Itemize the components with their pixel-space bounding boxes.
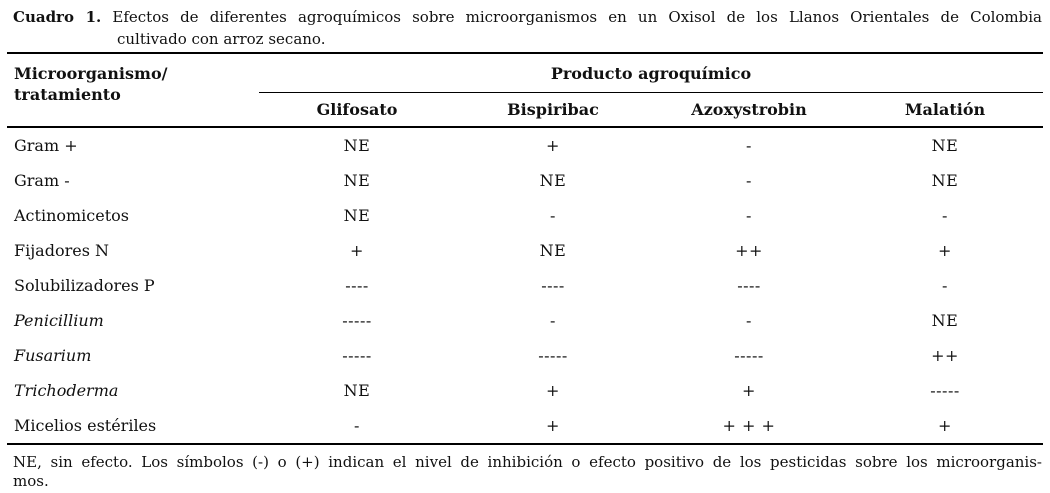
value-cell: ++ [931,346,959,365]
value-cell: + [350,241,364,260]
value-cell: + [938,241,952,260]
table-caption: Cuadro 1. Efectos de diferentes agroquím… [13,6,1042,50]
row-header-line1: Microorganismo/ [14,64,168,83]
row-header-line2: tratamiento [14,85,121,104]
group-header: Producto agroquímico [259,53,1043,93]
table-footnote: NE, sin efecto. Los símbolos (-) o (+) i… [13,453,1042,491]
column-header-bispiribac: Bispiribac [507,100,599,119]
value-cell: ----- [538,346,568,365]
value-cell: + [546,136,560,155]
table-row: Micelios estériles - + + + + + [7,408,1043,444]
footnote-line1: NE, sin efecto. Los símbolos (-) o (+) i… [13,453,1042,471]
value-cell: + + + [722,416,776,435]
row-label: Actinomicetos [14,206,129,225]
value-cell: NE [931,136,959,155]
table-row: Actinomicetos NE - - - [7,198,1043,233]
value-cell: NE [931,311,959,330]
value-cell: - [942,206,948,225]
value-cell: ----- [930,381,960,400]
value-cell: ----- [734,346,764,365]
row-label: Fijadores N [14,241,110,260]
value-cell: ---- [737,276,761,295]
caption-line1: Cuadro 1. Efectos de diferentes agroquím… [13,6,1042,28]
value-cell: - [746,136,752,155]
value-cell: ++ [735,241,763,260]
value-cell: + [742,381,756,400]
row-label: Gram - [14,171,70,190]
caption-text: Efectos de diferentes agroquímicos sobre… [112,8,1043,26]
column-header-glifosato: Glifosato [316,100,398,119]
row-label: Penicillium [14,311,104,330]
column-header-malation: Malatión [904,100,986,119]
value-cell: NE [539,171,567,190]
table-header: Microorganismo/tratamiento Producto agro… [7,53,1043,127]
value-cell: NE [343,136,371,155]
row-label: Micelios estériles [14,416,157,435]
agrochemical-effects-table: Microorganismo/tratamiento Producto agro… [7,52,1043,445]
value-cell: NE [539,241,567,260]
value-cell: - [942,276,948,295]
column-header-azoxystrobin: Azoxystrobin [691,100,807,119]
table-row: Fijadores N + NE ++ + [7,233,1043,268]
value-cell: ---- [345,276,369,295]
value-cell: ----- [342,346,372,365]
value-cell: - [746,311,752,330]
table-row: Trichoderma NE + + ----- [7,373,1043,408]
row-label: Fusarium [14,346,92,365]
value-cell: ---- [541,276,565,295]
header-row-columns: Glifosato Bispiribac Azoxystrobin Malati… [7,93,1043,128]
value-cell: - [746,171,752,190]
table-body: Gram + NE + - NE Gram - NE NE - NE Actinomicetos NE… [7,127,1043,444]
row-label: Trichoderma [14,381,119,400]
value-cell: - [550,206,556,225]
value-cell: - [354,416,360,435]
value-cell: + [938,416,952,435]
value-cell: NE [343,171,371,190]
table-row: Fusarium ----- ----- ----- ++ [7,338,1043,373]
table-row: Solubilizadores P ---- ---- ---- - [7,268,1043,303]
table-row: Penicillium ----- - - NE [7,303,1043,338]
footnote-line2: mos. [13,472,49,490]
value-cell: - [746,206,752,225]
value-cell: ----- [342,311,372,330]
value-cell: - [550,311,556,330]
value-cell: NE [343,206,371,225]
value-cell: + [546,381,560,400]
row-label: Gram + [14,136,78,155]
value-cell: + [546,416,560,435]
header-row-group: Microorganismo/tratamiento Producto agro… [7,53,1043,104]
row-label: Solubilizadores P [14,276,155,295]
caption-line2: cultivado con arroz secano. [117,30,326,48]
row-header: Microorganismo/tratamiento [7,53,259,127]
value-cell: NE [931,171,959,190]
table-row: Gram - NE NE - NE [7,163,1043,198]
caption-label: Cuadro 1. [13,8,102,26]
table-row: Gram + NE + - NE [7,127,1043,163]
value-cell: NE [343,381,371,400]
